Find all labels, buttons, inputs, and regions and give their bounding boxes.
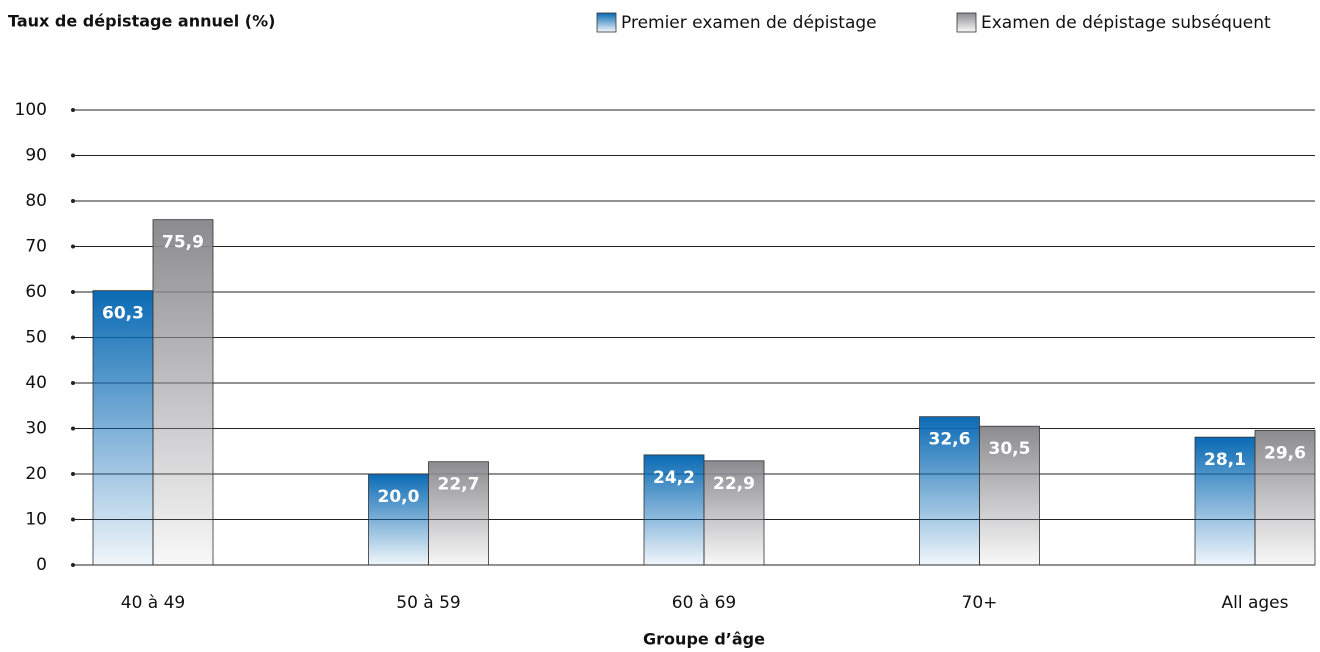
x-tick-label: 60 à 69 xyxy=(672,593,737,613)
legend-swatch xyxy=(596,12,617,33)
y-tick-label: 50 xyxy=(25,328,47,348)
x-tick-label: All ages xyxy=(1221,593,1288,613)
chart-title: Taux de dépistage annuel (%) xyxy=(8,12,275,31)
y-tick-label: 30 xyxy=(25,419,47,439)
value-label: 30,5 xyxy=(989,439,1031,459)
bar xyxy=(152,219,214,566)
bar xyxy=(919,416,980,566)
bar xyxy=(643,454,705,566)
value-label: 24,2 xyxy=(653,468,695,488)
bar xyxy=(1254,429,1316,566)
value-label: 75,9 xyxy=(162,233,204,253)
y-tick-label: 0 xyxy=(36,555,47,575)
tick-mark xyxy=(71,381,75,385)
value-label: 29,6 xyxy=(1264,443,1306,463)
x-tick-label: 40 à 49 xyxy=(121,593,186,613)
bar xyxy=(428,461,489,566)
tick-mark xyxy=(71,244,75,249)
bar xyxy=(703,460,765,566)
bar xyxy=(92,290,154,566)
y-tick-label: 90 xyxy=(25,146,47,166)
x-tick-label: 70+ xyxy=(962,593,998,613)
value-label: 20,0 xyxy=(378,487,420,507)
value-label: 22,9 xyxy=(713,474,755,494)
tick-mark xyxy=(71,290,75,294)
bar xyxy=(979,425,1040,566)
x-tick-label: 50 à 59 xyxy=(396,593,461,613)
y-tick-label: 40 xyxy=(25,373,47,393)
tick-mark xyxy=(71,153,75,158)
y-tick-label: 20 xyxy=(25,464,47,484)
y-tick-label: 80 xyxy=(25,191,47,211)
value-label: 32,6 xyxy=(929,430,971,450)
y-tick-label: 60 xyxy=(25,282,47,302)
value-label: 22,7 xyxy=(438,475,480,495)
legend-label: Premier examen de dépistage xyxy=(621,13,877,33)
legend-label: Examen de dépistage subséquent xyxy=(981,13,1271,33)
legend-swatch xyxy=(956,12,977,33)
value-label: 28,1 xyxy=(1204,450,1246,470)
y-tick-label: 100 xyxy=(15,100,47,120)
tick-mark xyxy=(71,517,75,522)
value-label: 60,3 xyxy=(102,304,144,324)
tick-mark xyxy=(71,335,75,340)
bar xyxy=(1194,436,1256,566)
x-axis-label: Groupe d’âge xyxy=(643,630,765,649)
tick-mark xyxy=(71,199,75,203)
tick-mark xyxy=(71,426,75,431)
y-tick-label: 10 xyxy=(25,510,47,530)
tick-mark xyxy=(71,563,75,567)
bar xyxy=(368,473,429,566)
tick-mark xyxy=(71,108,75,112)
y-tick-label: 70 xyxy=(25,237,47,257)
tick-mark xyxy=(71,472,75,476)
